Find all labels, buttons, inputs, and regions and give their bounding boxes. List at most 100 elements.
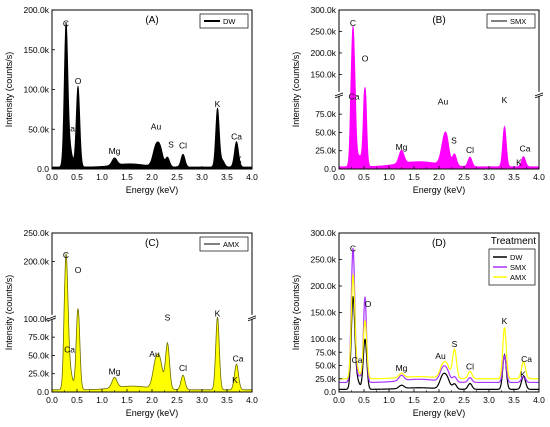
peak-label: K xyxy=(232,375,238,385)
x-tick-label: 1.5 xyxy=(408,395,420,405)
peak-label: K xyxy=(520,370,526,380)
axis-break-mark xyxy=(47,317,57,322)
legend-box xyxy=(199,236,249,252)
panel-label: (B) xyxy=(432,15,445,26)
x-tick-label: 3.0 xyxy=(483,395,495,405)
spectrum-area xyxy=(51,253,253,393)
x-axis-title: Energy (keV) xyxy=(413,408,466,418)
x-tick-label: 3.0 xyxy=(196,172,208,182)
y-tick-label: 300.0k xyxy=(310,228,336,238)
y-tick-label: 75.0k xyxy=(315,347,337,357)
peak-label: O xyxy=(75,265,82,275)
peak-label: Ca xyxy=(64,124,75,134)
y-tick-label: 200.0k xyxy=(23,5,49,15)
x-tick-label: 2.0 xyxy=(146,395,158,405)
x-tick-label: 0.5 xyxy=(71,395,83,405)
y-tick-label: 250.0k xyxy=(23,228,49,238)
legend: SMX xyxy=(486,13,536,29)
axis-break-mark xyxy=(47,315,57,320)
x-tick-label: 1.0 xyxy=(383,395,395,405)
axis-break-mark xyxy=(247,317,257,322)
y-tick-label: 25.0k xyxy=(315,146,337,156)
peak-label: K xyxy=(502,95,508,105)
peak-label: S xyxy=(165,312,171,322)
x-tick-label: 3.5 xyxy=(221,395,233,405)
peak-label: O xyxy=(362,54,369,64)
peak-label: C xyxy=(350,18,356,28)
peak-label: C xyxy=(350,244,356,254)
y-tick-label: 0.0 xyxy=(37,164,49,174)
legend-label: AMX xyxy=(223,240,239,249)
peak-label: Cl xyxy=(466,362,474,372)
chart-panel-4: 0.0 0.5 1.0 1.5 2.0 2.5 3.0 3.5 4.0 0.0 25.0k 50.0k… xyxy=(291,228,545,418)
x-tick-label: 2.5 xyxy=(171,395,183,405)
peak-label: K xyxy=(215,99,221,109)
peak-label: C xyxy=(63,250,69,260)
y-tick-label: 200.0k xyxy=(23,257,49,267)
x-tick-label: 2.0 xyxy=(146,172,158,182)
x-tick-label: 2.5 xyxy=(458,395,470,405)
legend-label-dw: DW xyxy=(510,253,523,262)
x-tick-label: 0.5 xyxy=(358,172,370,182)
y-tick-label: 50.0k xyxy=(28,350,50,360)
peak-label: Ca xyxy=(352,355,363,365)
axis-break-mark xyxy=(334,94,344,99)
y-tick-label: 100.0k xyxy=(310,334,336,344)
y-tick-label: 300.0k xyxy=(310,5,336,15)
spectrum-line-amx xyxy=(339,273,539,380)
x-tick-label: 2.5 xyxy=(458,172,470,182)
peak-label: Au xyxy=(151,121,162,131)
x-tick-label: 3.5 xyxy=(508,172,520,182)
x-tick-label: 0.0 xyxy=(333,395,345,405)
peak-label: Ca xyxy=(233,353,244,363)
peak-label: Au xyxy=(149,349,160,359)
panel-label: (D) xyxy=(432,238,446,249)
x-tick-label: 4.0 xyxy=(246,172,258,182)
legend-box xyxy=(199,13,249,29)
y-axis-title: Intensity (counts/s) xyxy=(4,52,14,128)
peak-label: Ca xyxy=(231,132,242,142)
peak-label: O xyxy=(75,76,82,86)
peak-label: S xyxy=(451,135,457,145)
peak-label: Ca xyxy=(521,354,532,364)
x-tick-label: 4.0 xyxy=(533,172,545,182)
y-tick-label: 25.0k xyxy=(315,374,337,384)
x-axis-title: Energy (keV) xyxy=(126,185,179,195)
peak-label: Mg xyxy=(396,142,408,152)
y-axis-title: Intensity (counts/s) xyxy=(4,275,14,351)
legend-title: Treatment xyxy=(491,236,536,247)
legend-label-smx: SMX xyxy=(510,263,526,272)
peak-label: S xyxy=(452,339,458,349)
y-axis-title: Intensity (counts/s) xyxy=(291,275,301,351)
peak-label: Cl xyxy=(179,140,187,150)
x-tick-label: 0.5 xyxy=(71,172,83,182)
peak-label: O xyxy=(365,299,372,309)
x-tick-label: 0.0 xyxy=(46,172,58,182)
axis-break-gap xyxy=(535,91,543,96)
peak-label: Au xyxy=(438,97,449,107)
y-tick-label: 25.0k xyxy=(28,369,50,379)
y-tick-label: 150.0k xyxy=(310,69,336,79)
peak-label: Cl xyxy=(179,363,187,373)
chart-panel-2: 0.0 0.5 1.0 1.5 2.0 2.5 3.0 3.5 4.0 0.0 25.0k 50.0k… xyxy=(291,5,545,195)
y-tick-label: 75.0k xyxy=(315,109,337,119)
y-tick-label: 0.0 xyxy=(324,164,336,174)
x-tick-label: 2.5 xyxy=(171,172,183,182)
axis-break-mark xyxy=(334,92,344,97)
peak-label: K xyxy=(516,157,522,167)
x-axis-title: Energy (keV) xyxy=(413,185,466,195)
peak-label: Ca xyxy=(64,345,75,355)
y-tick-label: 150.0k xyxy=(310,308,336,318)
y-tick-label: 250.0k xyxy=(310,26,336,36)
x-tick-label: 1.0 xyxy=(96,172,108,182)
peak-label: Ca xyxy=(520,143,531,153)
plot-frame xyxy=(338,9,540,170)
legend: AMX xyxy=(199,236,249,252)
axis-break-gap xyxy=(335,91,343,96)
x-tick-label: 3.0 xyxy=(483,172,495,182)
panel-label: (A) xyxy=(145,15,158,26)
y-tick-label: 250.0k xyxy=(310,255,336,265)
x-tick-label: 3.5 xyxy=(221,172,233,182)
peak-label: S xyxy=(168,140,174,150)
x-tick-label: 0.0 xyxy=(333,172,345,182)
